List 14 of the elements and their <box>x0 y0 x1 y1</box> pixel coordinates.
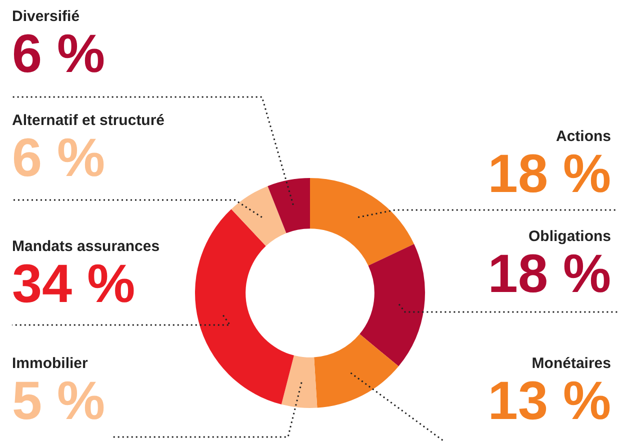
data-label: 18 % <box>488 144 611 204</box>
slice-label: Mandats assurances <box>12 238 160 256</box>
slice-label: Actions <box>554 128 611 146</box>
data-label: 6 % <box>12 128 106 188</box>
data-label: 6 % <box>12 24 106 84</box>
data-label: 18 % <box>488 244 611 304</box>
slice-label: Obligations <box>528 228 611 246</box>
data-label: 34 % <box>12 254 136 314</box>
slice-label: Monétaires <box>530 355 611 373</box>
slice-label: Alternatif et structuré <box>12 112 165 130</box>
data-label: 5 % <box>12 371 106 431</box>
slice-label: Diversifié <box>12 8 81 26</box>
data-label: 13 % <box>488 371 611 431</box>
slice-label: Immobilier <box>12 355 89 373</box>
